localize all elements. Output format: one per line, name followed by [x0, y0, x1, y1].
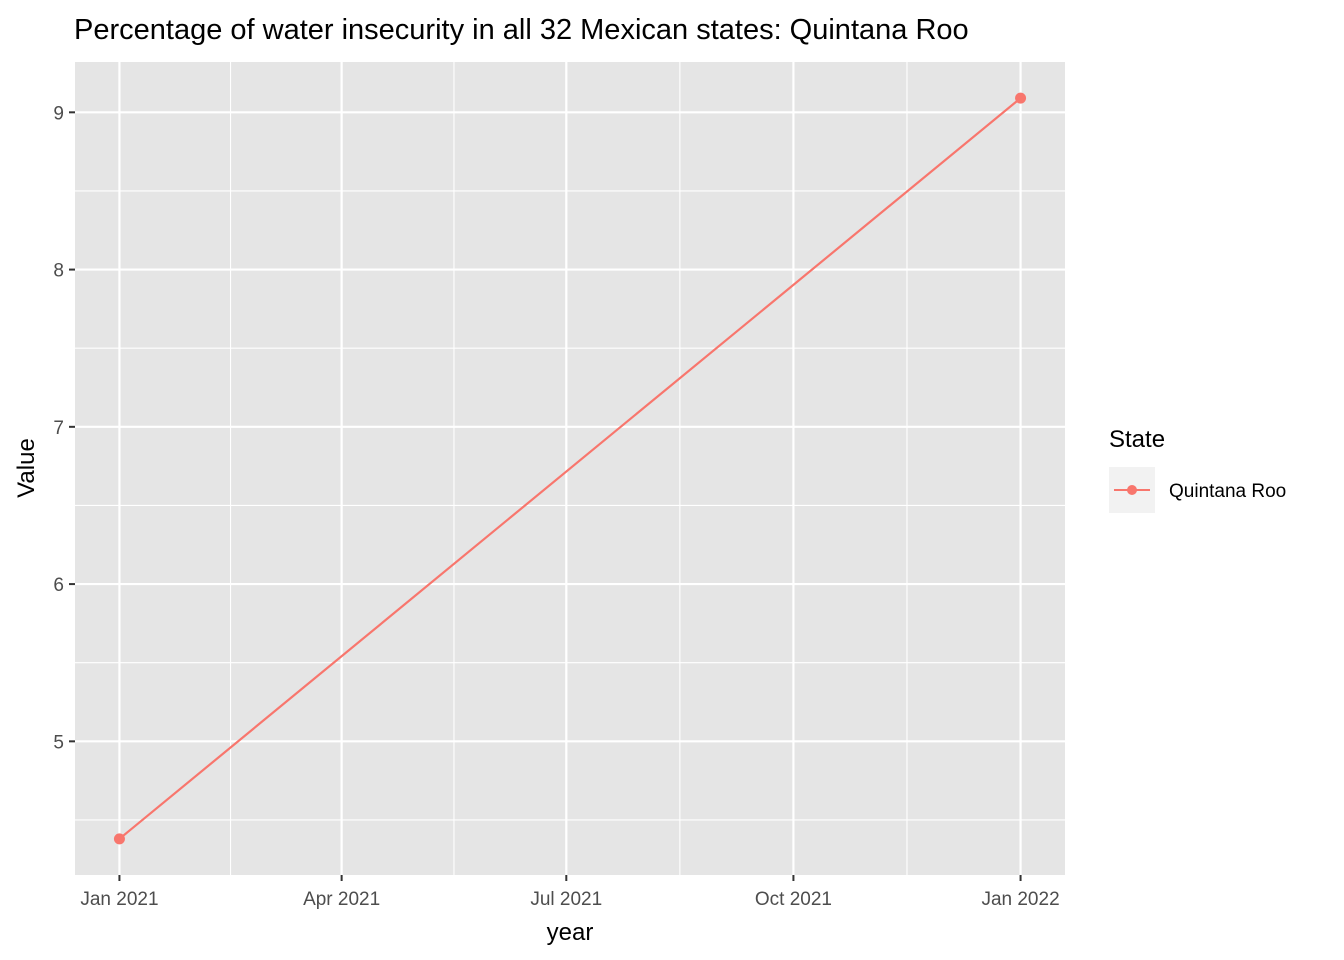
x-axis-title: year [547, 919, 594, 946]
y-tick-label: 7 [53, 418, 64, 439]
series-layer [113, 92, 1027, 845]
y-tick-label: 9 [53, 103, 64, 124]
y-axis-title: Value [13, 438, 40, 498]
data-point [1015, 92, 1027, 104]
legend: State Quintana Roo [1109, 426, 1286, 513]
y-tick-label: 8 [53, 261, 64, 282]
y-tick-label: 6 [53, 575, 64, 596]
x-tick-label: Oct 2021 [755, 889, 832, 910]
x-tick-label: Jan 2021 [80, 889, 158, 910]
y-tick-label: 5 [53, 732, 64, 753]
x-tick-label: Jan 2022 [981, 889, 1059, 910]
minor-gridlines [75, 62, 1065, 875]
chart-title: Percentage of water insecurity in all 32… [74, 14, 969, 46]
series-line [118, 97, 1022, 840]
x-axis: Jan 2021 Apr 2021 Jul 2021 Oct 2021 Jan 2022 [80, 875, 1060, 910]
major-gridlines [75, 62, 1065, 875]
legend-label-quintana-roo: Quintana Roo [1169, 481, 1286, 502]
y-axis: 5 6 7 8 9 [53, 103, 75, 753]
legend-title: State [1109, 426, 1165, 453]
x-tick-label: Jul 2021 [530, 889, 602, 910]
x-tick-label: Apr 2021 [303, 889, 380, 910]
data-point [113, 833, 125, 845]
legend-key-point [1127, 485, 1137, 495]
